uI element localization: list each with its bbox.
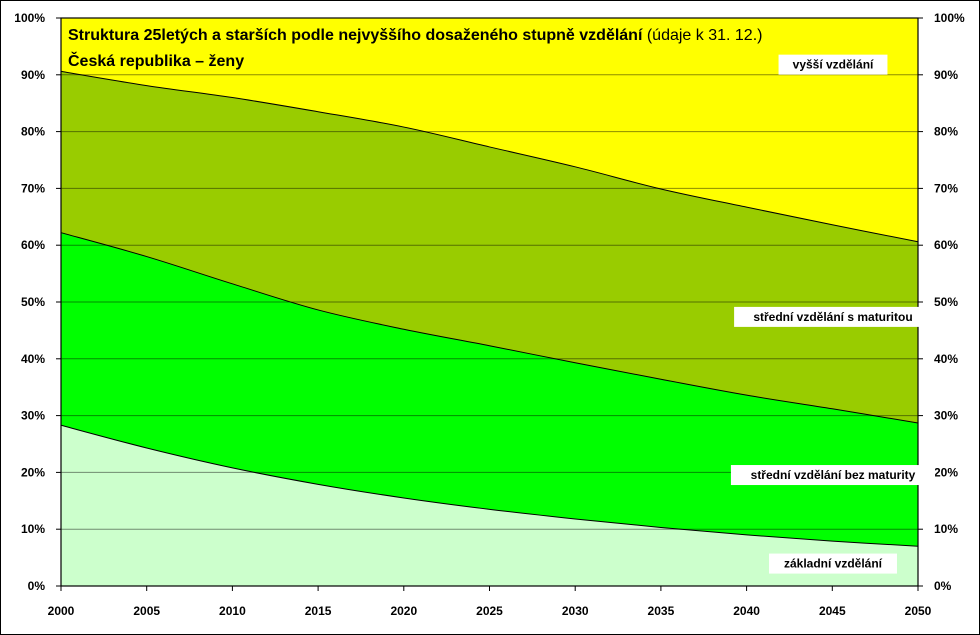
chart-title-note: (údaje k 31. 12.)	[642, 27, 762, 44]
x-tick-label: 2025	[476, 604, 503, 618]
y-tick-label-right: 0%	[934, 579, 952, 593]
x-tick-label: 2045	[819, 604, 846, 618]
series-label-box	[730, 465, 936, 486]
y-tick-label-left: 80%	[21, 125, 45, 139]
y-tick-label-right: 40%	[934, 352, 958, 366]
series-labels: základní vzdělání střední vzdělání bez ma…	[730, 54, 936, 574]
series-label-zakladni-vzdelani: základní vzdělání	[784, 557, 883, 571]
areas-layer	[61, 18, 918, 586]
area-stredni-vzdelani-bez-maturity	[61, 232, 918, 547]
series-label-vyssi-vzdelani: vyšší vzdělání	[793, 58, 874, 72]
y-tick-label-left: 50%	[21, 295, 45, 309]
plot-border	[60, 17, 919, 587]
x-tick-label: 2030	[562, 604, 589, 618]
y-tick-label-left: 60%	[21, 238, 45, 252]
y-tick-label-left: 40%	[21, 352, 45, 366]
x-tick-label: 2005	[133, 604, 160, 618]
x-tick-label: 2040	[733, 604, 760, 618]
y-tick-label-right: 80%	[934, 125, 958, 139]
y-tick-label-left: 70%	[21, 181, 45, 195]
area-zakladni-vzdelani	[61, 425, 918, 586]
y-tick-label-left: 30%	[21, 409, 45, 423]
series-label-box	[734, 306, 932, 327]
series-boundary-line	[60, 70, 919, 243]
y-tick-label-right: 30%	[934, 409, 958, 423]
y-tick-label-right: 10%	[934, 522, 958, 536]
series-label-stredni-vzdelani-bez-maturity: střední vzdělání bez maturity	[751, 468, 916, 482]
x-tick-label: 2050	[905, 604, 932, 618]
y-tick-label-left: 0%	[28, 579, 46, 593]
y-tick-label-left: 90%	[21, 68, 45, 82]
chart-title-bold: Struktura 25letých a starších podle nejv…	[68, 27, 643, 44]
y-tick-label-right: 70%	[934, 181, 958, 195]
area-vyssi-vzdelani	[61, 18, 918, 242]
y-tick-label-right: 60%	[934, 238, 958, 252]
chart-subtitle: Česká republika – ženy	[68, 51, 244, 70]
y-tick-label-right: 100%	[934, 11, 965, 25]
y-tick-label-left: 10%	[21, 522, 45, 536]
x-tick-label: 2010	[219, 604, 246, 618]
x-tick-label: 2000	[48, 604, 75, 618]
boundary-lines	[60, 70, 919, 547]
series-boundary-line	[60, 232, 919, 424]
chart-title: Struktura 25letých a starších podle nejv…	[68, 27, 762, 44]
axes	[56, 17, 923, 591]
gridlines	[61, 74, 918, 530]
area-stredni-vzdelani-s-maturitou	[61, 71, 918, 423]
y-tick-label-right: 90%	[934, 68, 958, 82]
y-tick-label-right: 20%	[934, 465, 958, 479]
series-label-box	[778, 54, 888, 75]
series-label-box	[769, 553, 897, 574]
series-boundary-line	[60, 424, 919, 547]
y-tick-label-left: 100%	[14, 11, 45, 25]
x-tick-label: 2035	[648, 604, 675, 618]
y-tick-label-right: 50%	[934, 295, 958, 309]
tick-labels: 0% 0% 10% 10% 20% 20% 30% 30% 40% 40% 50% 50% 60% 60%…	[14, 11, 965, 618]
x-tick-label: 2020	[390, 604, 417, 618]
x-tick-label: 2015	[305, 604, 332, 618]
series-label-stredni-vzdelani-s-maturitou: střední vzdělání s maturitou	[753, 310, 912, 324]
y-tick-label-left: 20%	[21, 465, 45, 479]
